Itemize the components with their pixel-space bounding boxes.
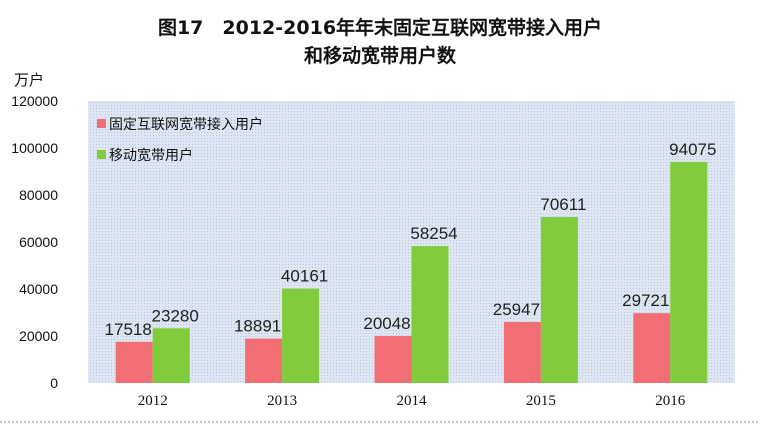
x-tick-label: 2012 <box>138 393 168 409</box>
legend: 固定互联网宽带接入用户 移动宽带用户 <box>97 116 263 164</box>
bar-fixed-broadband <box>503 322 541 383</box>
bar-fixed-broadband <box>633 313 671 383</box>
bar-fixed-broadband <box>115 341 153 383</box>
bar-fixed-broadband <box>374 335 412 383</box>
y-tick-label: 100000 <box>11 140 58 156</box>
bar-fixed-broadband <box>245 338 283 383</box>
chart-title-line2: 和移动宽带用户数 <box>304 44 457 67</box>
x-axis-ticks: 2012 2013 2014 2015 2016 <box>138 393 686 409</box>
chart-title-line1: 图17 2012-2016年年末固定互联网宽带接入用户 <box>158 16 602 39</box>
data-label: 20048 <box>363 314 410 333</box>
bar-mobile-broadband <box>411 246 449 383</box>
data-label: 29721 <box>622 291 669 310</box>
data-label: 70611 <box>540 195 586 214</box>
y-tick-label: 80000 <box>19 187 58 203</box>
bar-mobile-broadband <box>540 217 578 383</box>
x-tick-label: 2015 <box>526 393 556 409</box>
bars <box>115 161 708 383</box>
y-tick-label: 40000 <box>19 281 58 297</box>
bar-mobile-broadband <box>152 328 190 383</box>
data-label: 18891 <box>234 317 281 336</box>
legend-label-mobile: 移动宽带用户 <box>109 147 193 164</box>
y-tick-label: 60000 <box>19 234 58 250</box>
bar-mobile-broadband <box>670 161 708 383</box>
y-tick-label: 20000 <box>19 328 58 344</box>
x-tick-label: 2016 <box>655 393 686 409</box>
data-label: 17518 <box>105 320 152 339</box>
data-label: 23280 <box>152 306 199 325</box>
data-label: 58254 <box>410 224 457 243</box>
legend-swatch-mobile <box>97 150 106 159</box>
y-tick-label: 120000 <box>11 93 58 109</box>
y-axis-unit: 万户 <box>14 71 44 89</box>
bar-mobile-broadband <box>282 288 320 383</box>
x-tick-label: 2014 <box>397 393 428 409</box>
data-label: 25947 <box>493 300 540 319</box>
y-tick-label: 0 <box>50 375 58 391</box>
legend-label-fixed: 固定互联网宽带接入用户 <box>109 116 263 133</box>
x-tick-label: 2013 <box>267 393 297 409</box>
data-label: 94075 <box>669 140 716 159</box>
data-label: 40161 <box>281 267 328 286</box>
y-axis-ticks: 0 20000 40000 60000 80000 100000 120000 <box>11 93 58 391</box>
legend-swatch-fixed <box>97 119 106 128</box>
